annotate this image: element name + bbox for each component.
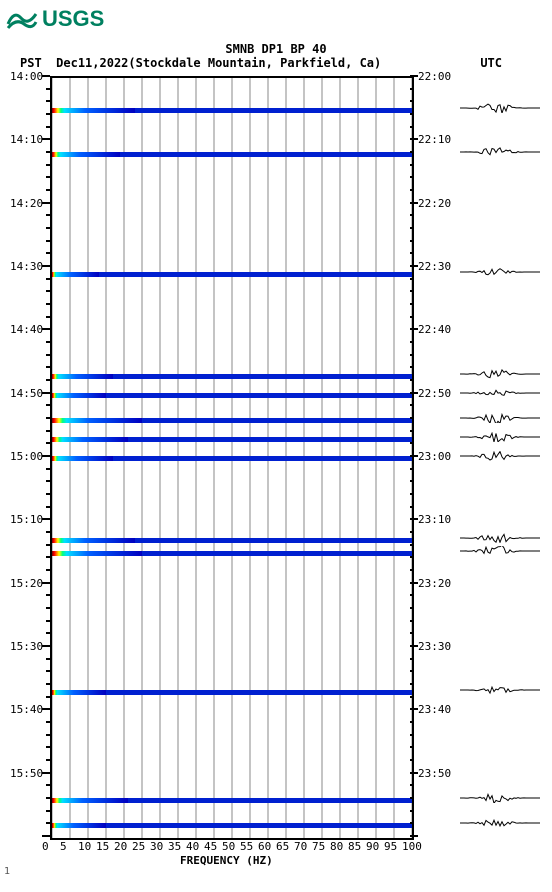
x-tick-label: 60 bbox=[258, 840, 271, 853]
x-tick-label: 25 bbox=[132, 840, 145, 853]
seismogram-thumbnail bbox=[460, 793, 540, 803]
utc-tick-label: 23:10 bbox=[418, 513, 451, 526]
x-tick-label: 50 bbox=[222, 840, 235, 853]
usgs-logo: USGS bbox=[0, 0, 552, 36]
pst-tick-label: 14:20 bbox=[10, 197, 46, 210]
x-tick-label: 0 bbox=[42, 840, 49, 853]
x-tick-label: 5 bbox=[60, 840, 67, 853]
pst-tick-label: 14:10 bbox=[10, 133, 46, 146]
utc-tick-label: 23:30 bbox=[418, 640, 451, 653]
x-tick-label: 65 bbox=[276, 840, 289, 853]
spectrogram-event bbox=[52, 690, 412, 695]
pst-tick-label: 15:00 bbox=[10, 450, 46, 463]
seismogram-thumbnail bbox=[460, 388, 540, 398]
header-row: PST Dec11,2022(Stockdale Mountain, Parkf… bbox=[0, 56, 552, 70]
spectrogram-event bbox=[52, 374, 412, 379]
x-tick-label: 100 bbox=[402, 840, 422, 853]
pst-tick-label: 14:00 bbox=[10, 70, 46, 83]
x-tick-label: 30 bbox=[150, 840, 163, 853]
usgs-logo-text: USGS bbox=[42, 6, 104, 31]
x-tick-label: 85 bbox=[348, 840, 361, 853]
pst-tick-label: 15:10 bbox=[10, 513, 46, 526]
utc-tick-label: 23:20 bbox=[418, 577, 451, 590]
utc-tick-label: 23:40 bbox=[418, 703, 451, 716]
seismogram-thumbnail bbox=[460, 413, 540, 423]
seismogram-thumbnail bbox=[460, 533, 540, 543]
x-tick-label: 95 bbox=[384, 840, 397, 853]
x-tick-label: 45 bbox=[204, 840, 217, 853]
seismogram-thumbnail bbox=[460, 451, 540, 461]
x-axis-label: FREQUENCY (HZ) bbox=[180, 854, 273, 867]
page-mark: 1 bbox=[4, 866, 10, 877]
utc-tick-label: 22:00 bbox=[418, 70, 451, 83]
chart-title: SMNB DP1 BP 40 bbox=[0, 42, 552, 56]
pst-tick-label: 14:50 bbox=[10, 387, 46, 400]
spectrogram-event bbox=[52, 456, 412, 461]
seismogram-thumbnail bbox=[460, 818, 540, 828]
utc-tick-label: 22:40 bbox=[418, 323, 451, 336]
utc-tick-label: 22:30 bbox=[418, 260, 451, 273]
x-tick-label: 70 bbox=[294, 840, 307, 853]
spectrogram-event bbox=[52, 437, 412, 442]
x-tick-label: 15 bbox=[96, 840, 109, 853]
tz-right-label: UTC bbox=[480, 56, 502, 70]
spectrogram-event bbox=[52, 272, 412, 277]
spectrogram-event bbox=[52, 798, 412, 803]
tz-left-label: PST Dec11,2022(Stockdale Mountain, Parkf… bbox=[20, 56, 381, 70]
axes-box bbox=[50, 76, 414, 840]
seismogram-thumbnail bbox=[460, 369, 540, 379]
x-tick-label: 40 bbox=[186, 840, 199, 853]
utc-tick-label: 22:50 bbox=[418, 387, 451, 400]
pst-tick-label: 15:50 bbox=[10, 767, 46, 780]
utc-tick-label: 22:10 bbox=[418, 133, 451, 146]
spectrogram-event bbox=[52, 108, 412, 113]
pst-tick-label: 14:30 bbox=[10, 260, 46, 273]
spectrogram-event bbox=[52, 823, 412, 828]
seismogram-thumbnail bbox=[460, 103, 540, 113]
spectrogram-event bbox=[52, 551, 412, 556]
x-tick-label: 20 bbox=[114, 840, 127, 853]
seismogram-thumbnail bbox=[460, 432, 540, 442]
x-tick-label: 55 bbox=[240, 840, 253, 853]
pst-tick-label: 15:20 bbox=[10, 577, 46, 590]
spectrogram-event bbox=[52, 538, 412, 543]
seismogram-thumbnail bbox=[460, 147, 540, 157]
x-tick-label: 80 bbox=[330, 840, 343, 853]
pst-tick-label: 15:40 bbox=[10, 703, 46, 716]
spectrogram-event bbox=[52, 152, 412, 157]
x-tick-label: 75 bbox=[312, 840, 325, 853]
spectrogram-event bbox=[52, 393, 412, 398]
seismogram-thumbnail bbox=[460, 267, 540, 277]
pst-tick-label: 14:40 bbox=[10, 323, 46, 336]
x-tick-label: 90 bbox=[366, 840, 379, 853]
spectrogram-plot: 05 10 15 20 25 30 35 40 45 50 55 60 65 70 75 80 85 90 95 10… bbox=[0, 76, 552, 882]
seismogram-thumbnail bbox=[460, 546, 540, 556]
utc-tick-label: 23:00 bbox=[418, 450, 451, 463]
utc-tick-label: 23:50 bbox=[418, 767, 451, 780]
spectrogram-event bbox=[52, 418, 412, 423]
x-tick-label: 35 bbox=[168, 840, 181, 853]
seismogram-thumbnail bbox=[460, 685, 540, 695]
x-tick-label: 10 bbox=[78, 840, 91, 853]
utc-tick-label: 22:20 bbox=[418, 197, 451, 210]
pst-tick-label: 15:30 bbox=[10, 640, 46, 653]
